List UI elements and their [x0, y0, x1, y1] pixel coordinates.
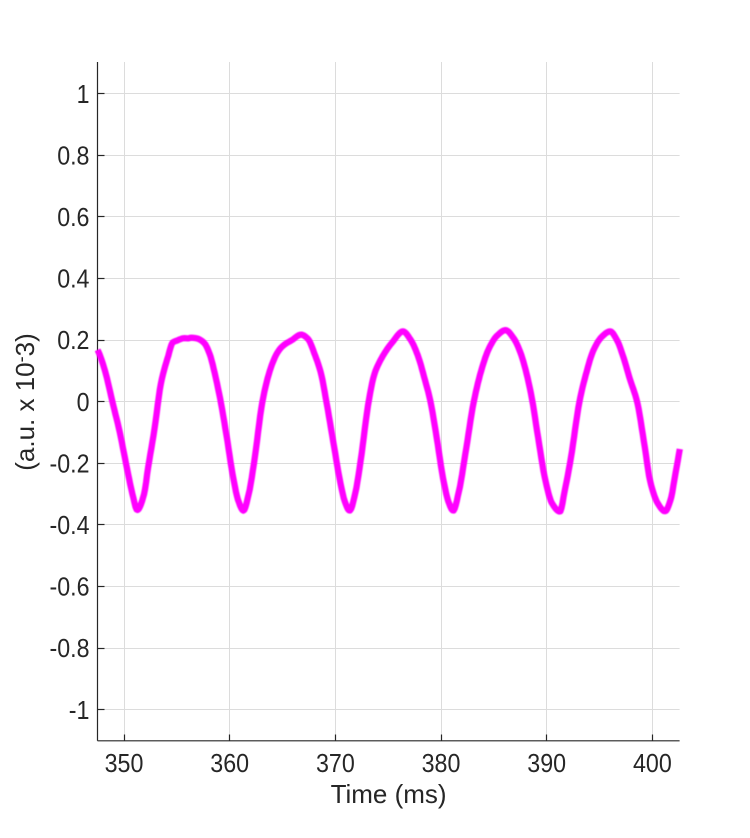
svg-text:(a.u. x 10-3): (a.u. x 10-3): [10, 333, 40, 471]
svg-text:0.4: 0.4: [57, 264, 89, 294]
svg-text:380: 380: [422, 748, 461, 778]
svg-text:-0.4: -0.4: [50, 510, 90, 540]
svg-text:360: 360: [210, 748, 249, 778]
svg-text:0.8: 0.8: [57, 140, 89, 170]
svg-text:1: 1: [77, 79, 90, 109]
svg-text:0: 0: [77, 387, 90, 417]
svg-text:-0.6: -0.6: [50, 572, 90, 602]
svg-text:0.2: 0.2: [57, 325, 89, 355]
svg-text:-1: -1: [69, 695, 90, 725]
svg-text:0.6: 0.6: [57, 202, 89, 232]
svg-text:390: 390: [527, 748, 566, 778]
svg-text:Time (ms): Time (ms): [331, 779, 447, 809]
svg-text:370: 370: [316, 748, 355, 778]
svg-text:350: 350: [105, 748, 144, 778]
svg-text:400: 400: [633, 748, 672, 778]
svg-text:-0.8: -0.8: [50, 633, 90, 663]
svg-text:-0.2: -0.2: [50, 448, 90, 478]
